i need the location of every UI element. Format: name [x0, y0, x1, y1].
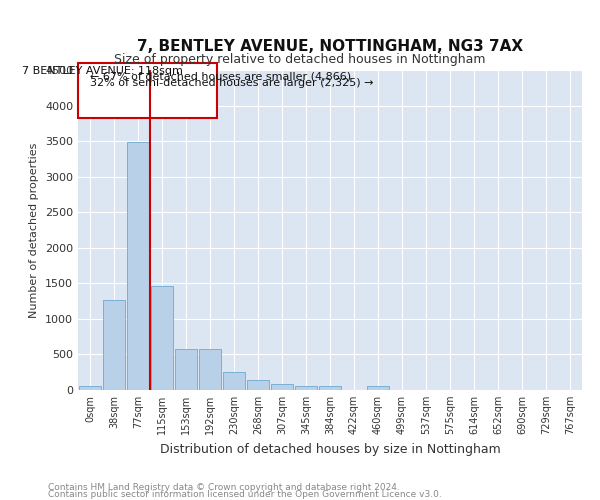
- Bar: [199, 349, 221, 390]
- Bar: [79, 386, 101, 390]
- Bar: [151, 286, 173, 390]
- Text: 7 BENTLEY AVENUE: 118sqm: 7 BENTLEY AVENUE: 118sqm: [22, 66, 182, 76]
- Bar: [247, 380, 269, 390]
- Y-axis label: Number of detached properties: Number of detached properties: [29, 142, 40, 318]
- Bar: [175, 349, 197, 390]
- X-axis label: Distribution of detached houses by size in Nottingham: Distribution of detached houses by size …: [160, 442, 500, 456]
- Bar: [295, 386, 317, 390]
- Text: Size of property relative to detached houses in Nottingham: Size of property relative to detached ho…: [114, 52, 486, 66]
- Bar: [367, 386, 389, 390]
- FancyBboxPatch shape: [78, 63, 217, 118]
- Title: 7, BENTLEY AVENUE, NOTTINGHAM, NG3 7AX: 7, BENTLEY AVENUE, NOTTINGHAM, NG3 7AX: [137, 38, 523, 54]
- Text: Contains public sector information licensed under the Open Government Licence v3: Contains public sector information licen…: [48, 490, 442, 499]
- Text: Contains HM Land Registry data © Crown copyright and database right 2024.: Contains HM Land Registry data © Crown c…: [48, 484, 400, 492]
- Bar: [103, 300, 125, 390]
- Bar: [319, 386, 341, 390]
- Bar: [223, 372, 245, 390]
- Bar: [271, 384, 293, 390]
- Bar: [127, 142, 149, 390]
- Text: ← 67% of detached houses are smaller (4,866): ← 67% of detached houses are smaller (4,…: [90, 72, 351, 82]
- Text: 32% of semi-detached houses are larger (2,325) →: 32% of semi-detached houses are larger (…: [90, 78, 373, 88]
